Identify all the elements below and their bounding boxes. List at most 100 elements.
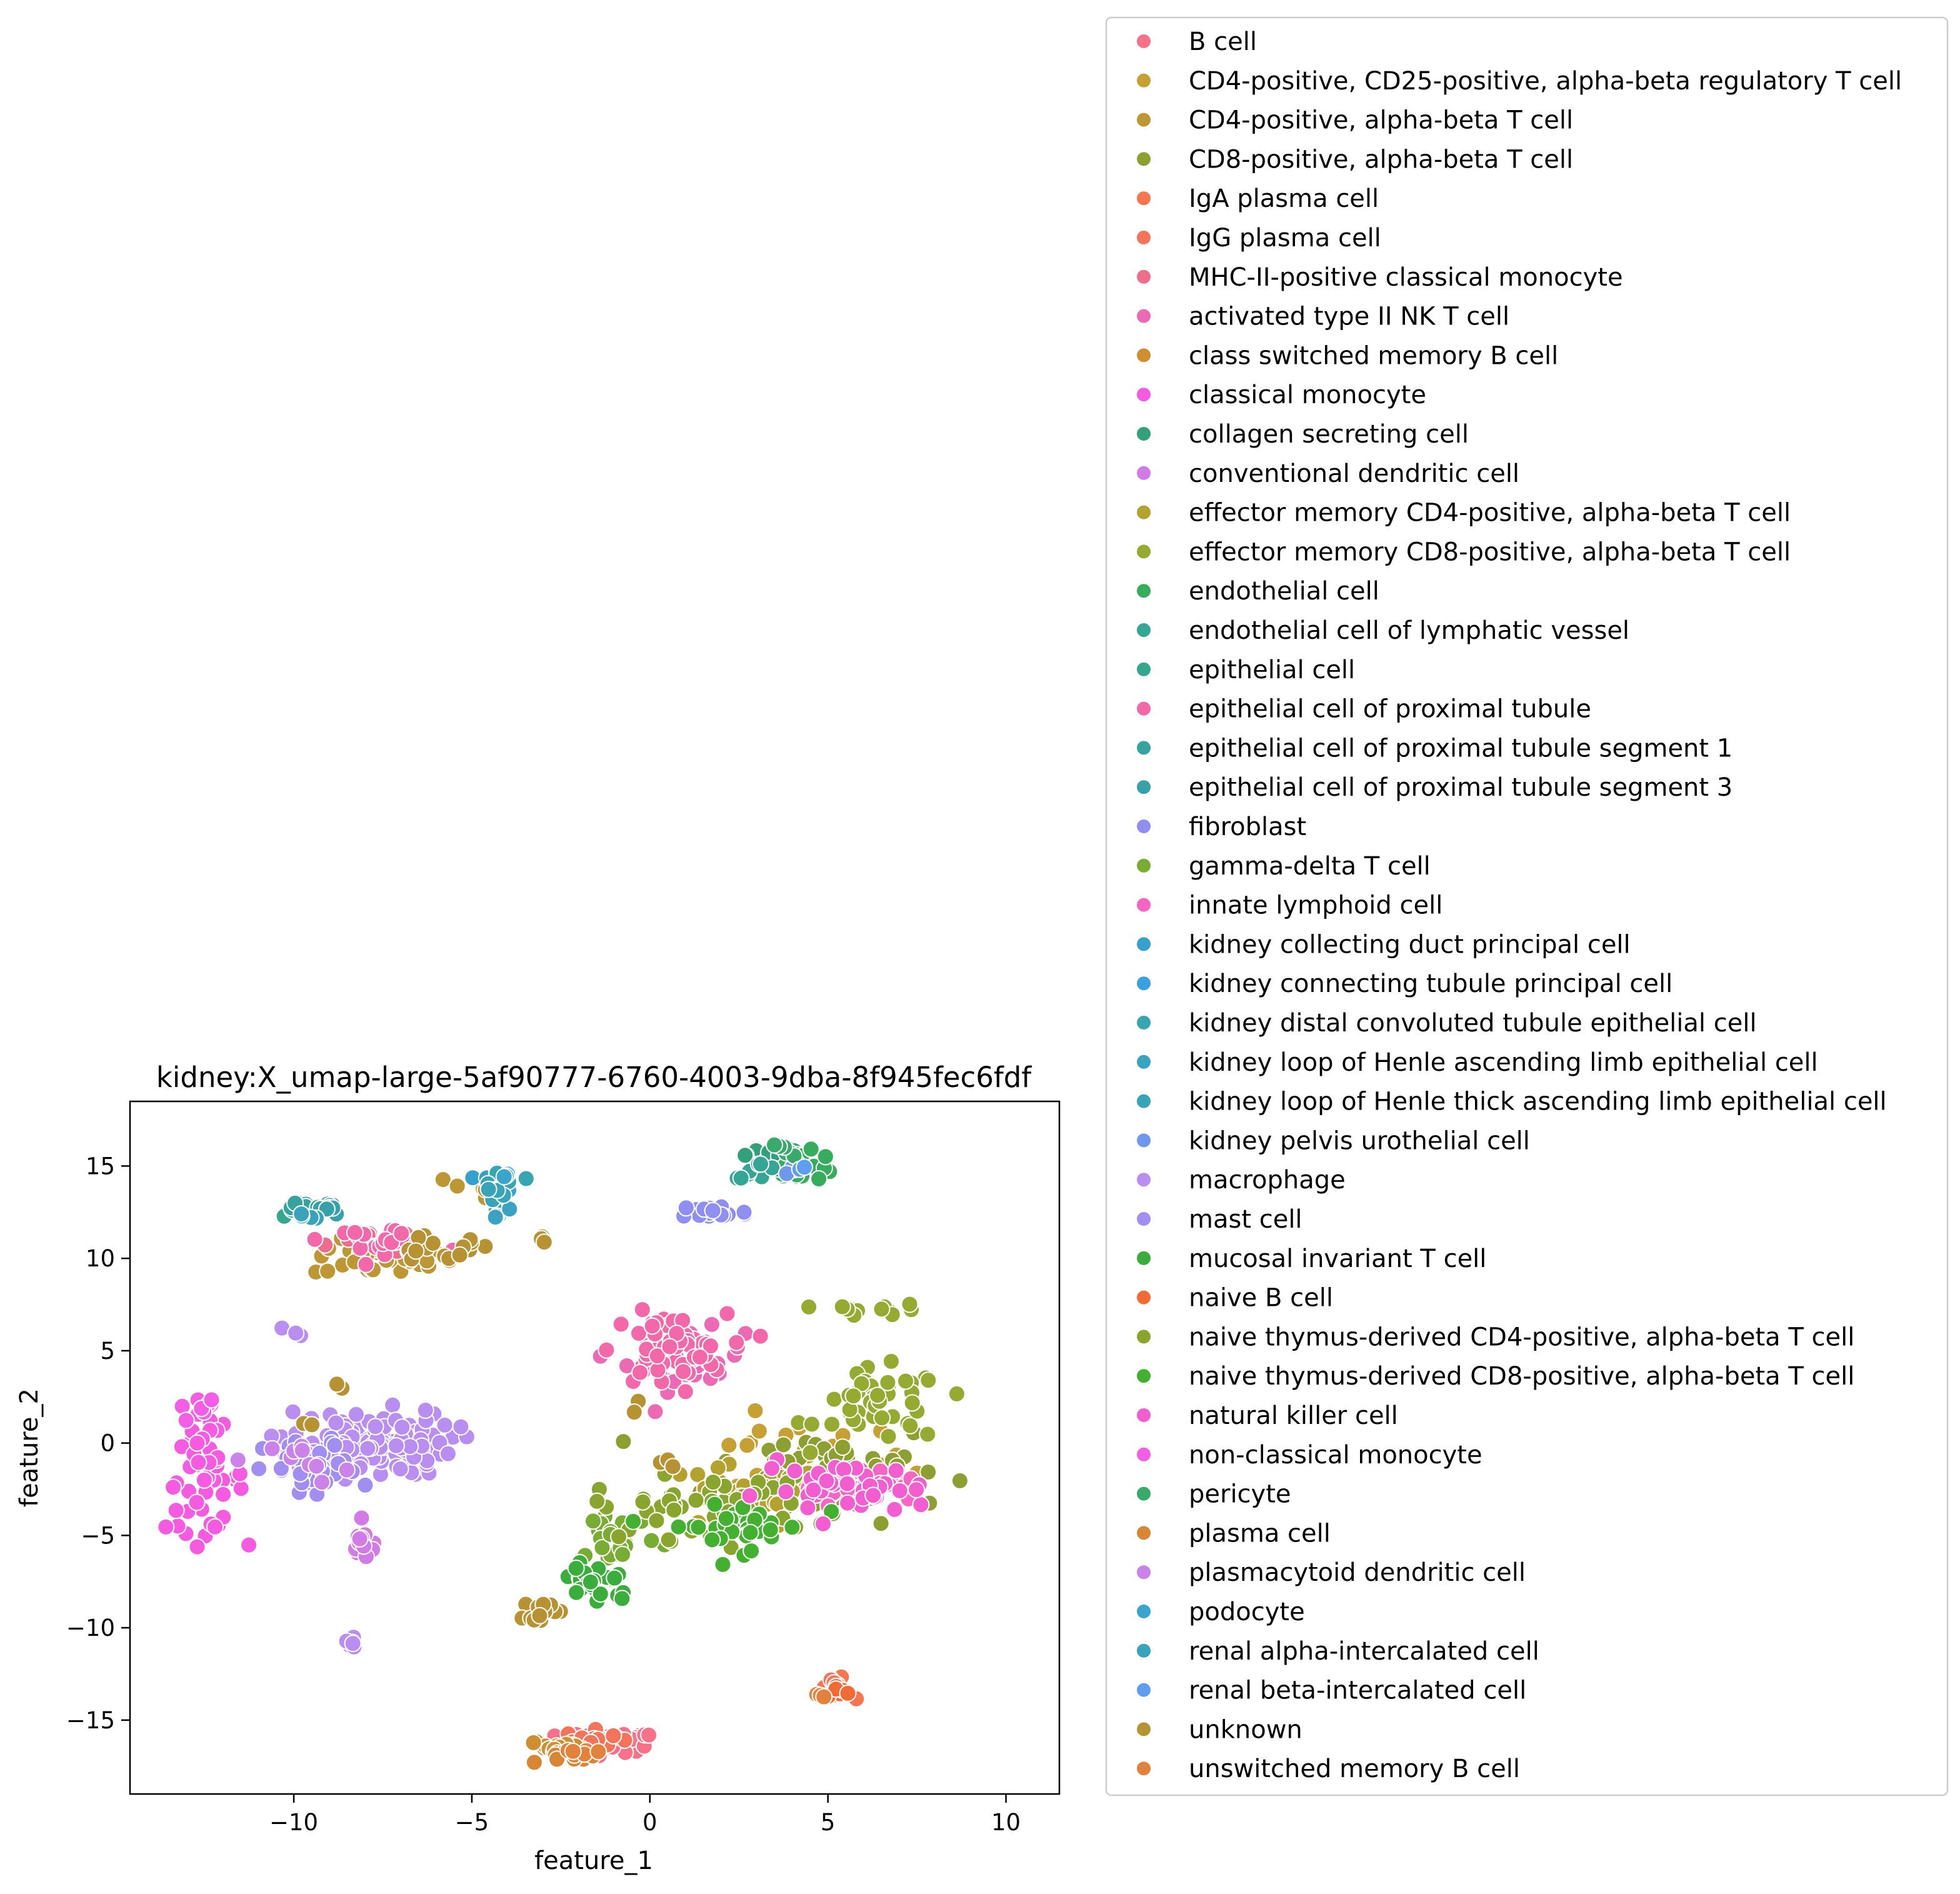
scatter-point [833,1298,851,1316]
legend-marker [1136,1760,1152,1777]
legend-marker [1136,1250,1152,1266]
scatter-point [689,1518,708,1536]
legend-item: non-classical monocyte [1136,1441,1482,1470]
y-tick-label: 0 [100,1430,115,1457]
scatter-point [479,1180,498,1198]
y-axis-label: feature_2 [15,1388,44,1507]
scatter-point [588,1492,606,1510]
scatter-point [738,1436,756,1455]
legend-marker [1136,896,1152,913]
legend-label: IgA plasma cell [1189,184,1379,213]
legend-item: macrophage [1136,1166,1346,1195]
legend-marker [1136,229,1152,246]
legend-label: naive thymus-derived CD8-positive, alpha… [1189,1362,1854,1391]
legend-label: IgG plasma cell [1189,224,1381,253]
scatter-point [614,1433,632,1451]
scatter-point [844,1387,862,1405]
legend-label: mast cell [1189,1205,1302,1234]
legend-item: conventional dendritic cell [1136,459,1519,488]
legend-frame [1105,16,1949,1796]
scatter-point [741,1523,759,1541]
scatter-point [864,1486,882,1505]
legend-item: innate lymphoid cell [1136,891,1442,920]
scatter-point [567,1560,585,1577]
scatter-point [872,1515,890,1533]
scatter-point [919,1463,938,1481]
legend-item: IgG plasma cell [1136,224,1381,253]
scatter-point [825,1390,843,1408]
scatter-point [346,1223,364,1241]
scatter-point [676,1383,694,1401]
legend-marker [1136,151,1152,168]
legend-item: collagen secreting cell [1136,420,1469,449]
scatter-point [177,1411,195,1430]
scatter-point [901,1416,919,1435]
scatter-point [804,1481,822,1499]
legend-marker [1136,33,1152,49]
y-tick-label: 5 [100,1338,115,1365]
legend-marker [1136,700,1152,717]
legend-label: CD8-positive, alpha-beta T cell [1189,145,1573,174]
scatter-point [188,1538,206,1556]
scatter-point [564,1742,582,1760]
scatter-point [167,1501,185,1520]
scatter-point [634,1493,652,1511]
scatter-point [901,1295,919,1313]
scatter-point [642,1531,661,1550]
legend-marker [1136,1564,1152,1581]
legend-marker [1136,504,1152,521]
scatter-point [495,1168,513,1186]
legend-label: innate lymphoid cell [1189,891,1442,920]
scatter-point [872,1300,891,1318]
scatter-point [677,1199,695,1217]
legend-item: CD4-positive, CD25-positive, alpha-beta … [1136,67,1902,96]
scatter-point [391,1460,409,1478]
scatter-point [714,1555,732,1573]
scatter-point [633,1301,651,1319]
legend-marker [1136,818,1152,834]
legend-label: CD4-positive, CD25-positive, alpha-beta … [1189,67,1902,96]
legend-label: unknown [1189,1715,1302,1744]
legend-label: CD4-positive, alpha-beta T cell [1189,106,1573,135]
scatter-point [214,1485,232,1503]
scatter-point [327,1414,345,1432]
scatter-point [689,1466,707,1483]
scatter-point [912,1496,930,1514]
scatter-point [606,1569,624,1587]
y-tick-label: −10 [66,1615,115,1641]
scatter-point [839,1684,857,1702]
legend-item: kidney connecting tubule principal cell [1136,970,1672,998]
scatter-point [691,1348,709,1366]
legend-label: effector memory CD8-positive, alpha-beta… [1189,538,1791,566]
legend-marker [1136,1446,1152,1463]
scatter-point [887,1461,905,1480]
scatter-point [448,1177,466,1195]
legend-marker [1136,1368,1152,1385]
legend-items: B cell CD4-positive, CD25-positive, alpha… [1136,28,1902,1783]
scatter-point [359,1440,377,1458]
scatter-point [834,1438,852,1456]
x-tick-label: 5 [821,1809,836,1836]
scatter-point [750,1422,768,1440]
scatter-point [886,1500,904,1518]
scatter-point [746,1401,764,1420]
scatter-point [903,1394,921,1412]
y-tick-label: 15 [86,1153,115,1180]
scatter-point [717,1510,735,1528]
scatter-point [702,1315,721,1333]
scatter-point [761,1521,779,1539]
scatter-point [766,1136,783,1154]
legend-label: non-classical monocyte [1189,1441,1482,1470]
legend-label: unswitched memory B cell [1189,1755,1520,1783]
legend-item: class switched memory B cell [1136,341,1558,370]
legend-item: plasma cell [1136,1519,1331,1548]
legend-label: kidney distal convoluted tubule epitheli… [1189,1009,1757,1038]
scatter-point [643,1317,661,1335]
legend-label: kidney loop of Henle thick ascending lim… [1189,1088,1887,1116]
legend-marker [1136,583,1152,599]
scatter-point [838,1475,856,1493]
legend-item: mucosal invariant T cell [1136,1245,1486,1273]
scatter-point [799,1499,817,1517]
scatter-point [525,1753,543,1771]
legend-item: plasmacytoid dendritic cell [1136,1558,1526,1587]
